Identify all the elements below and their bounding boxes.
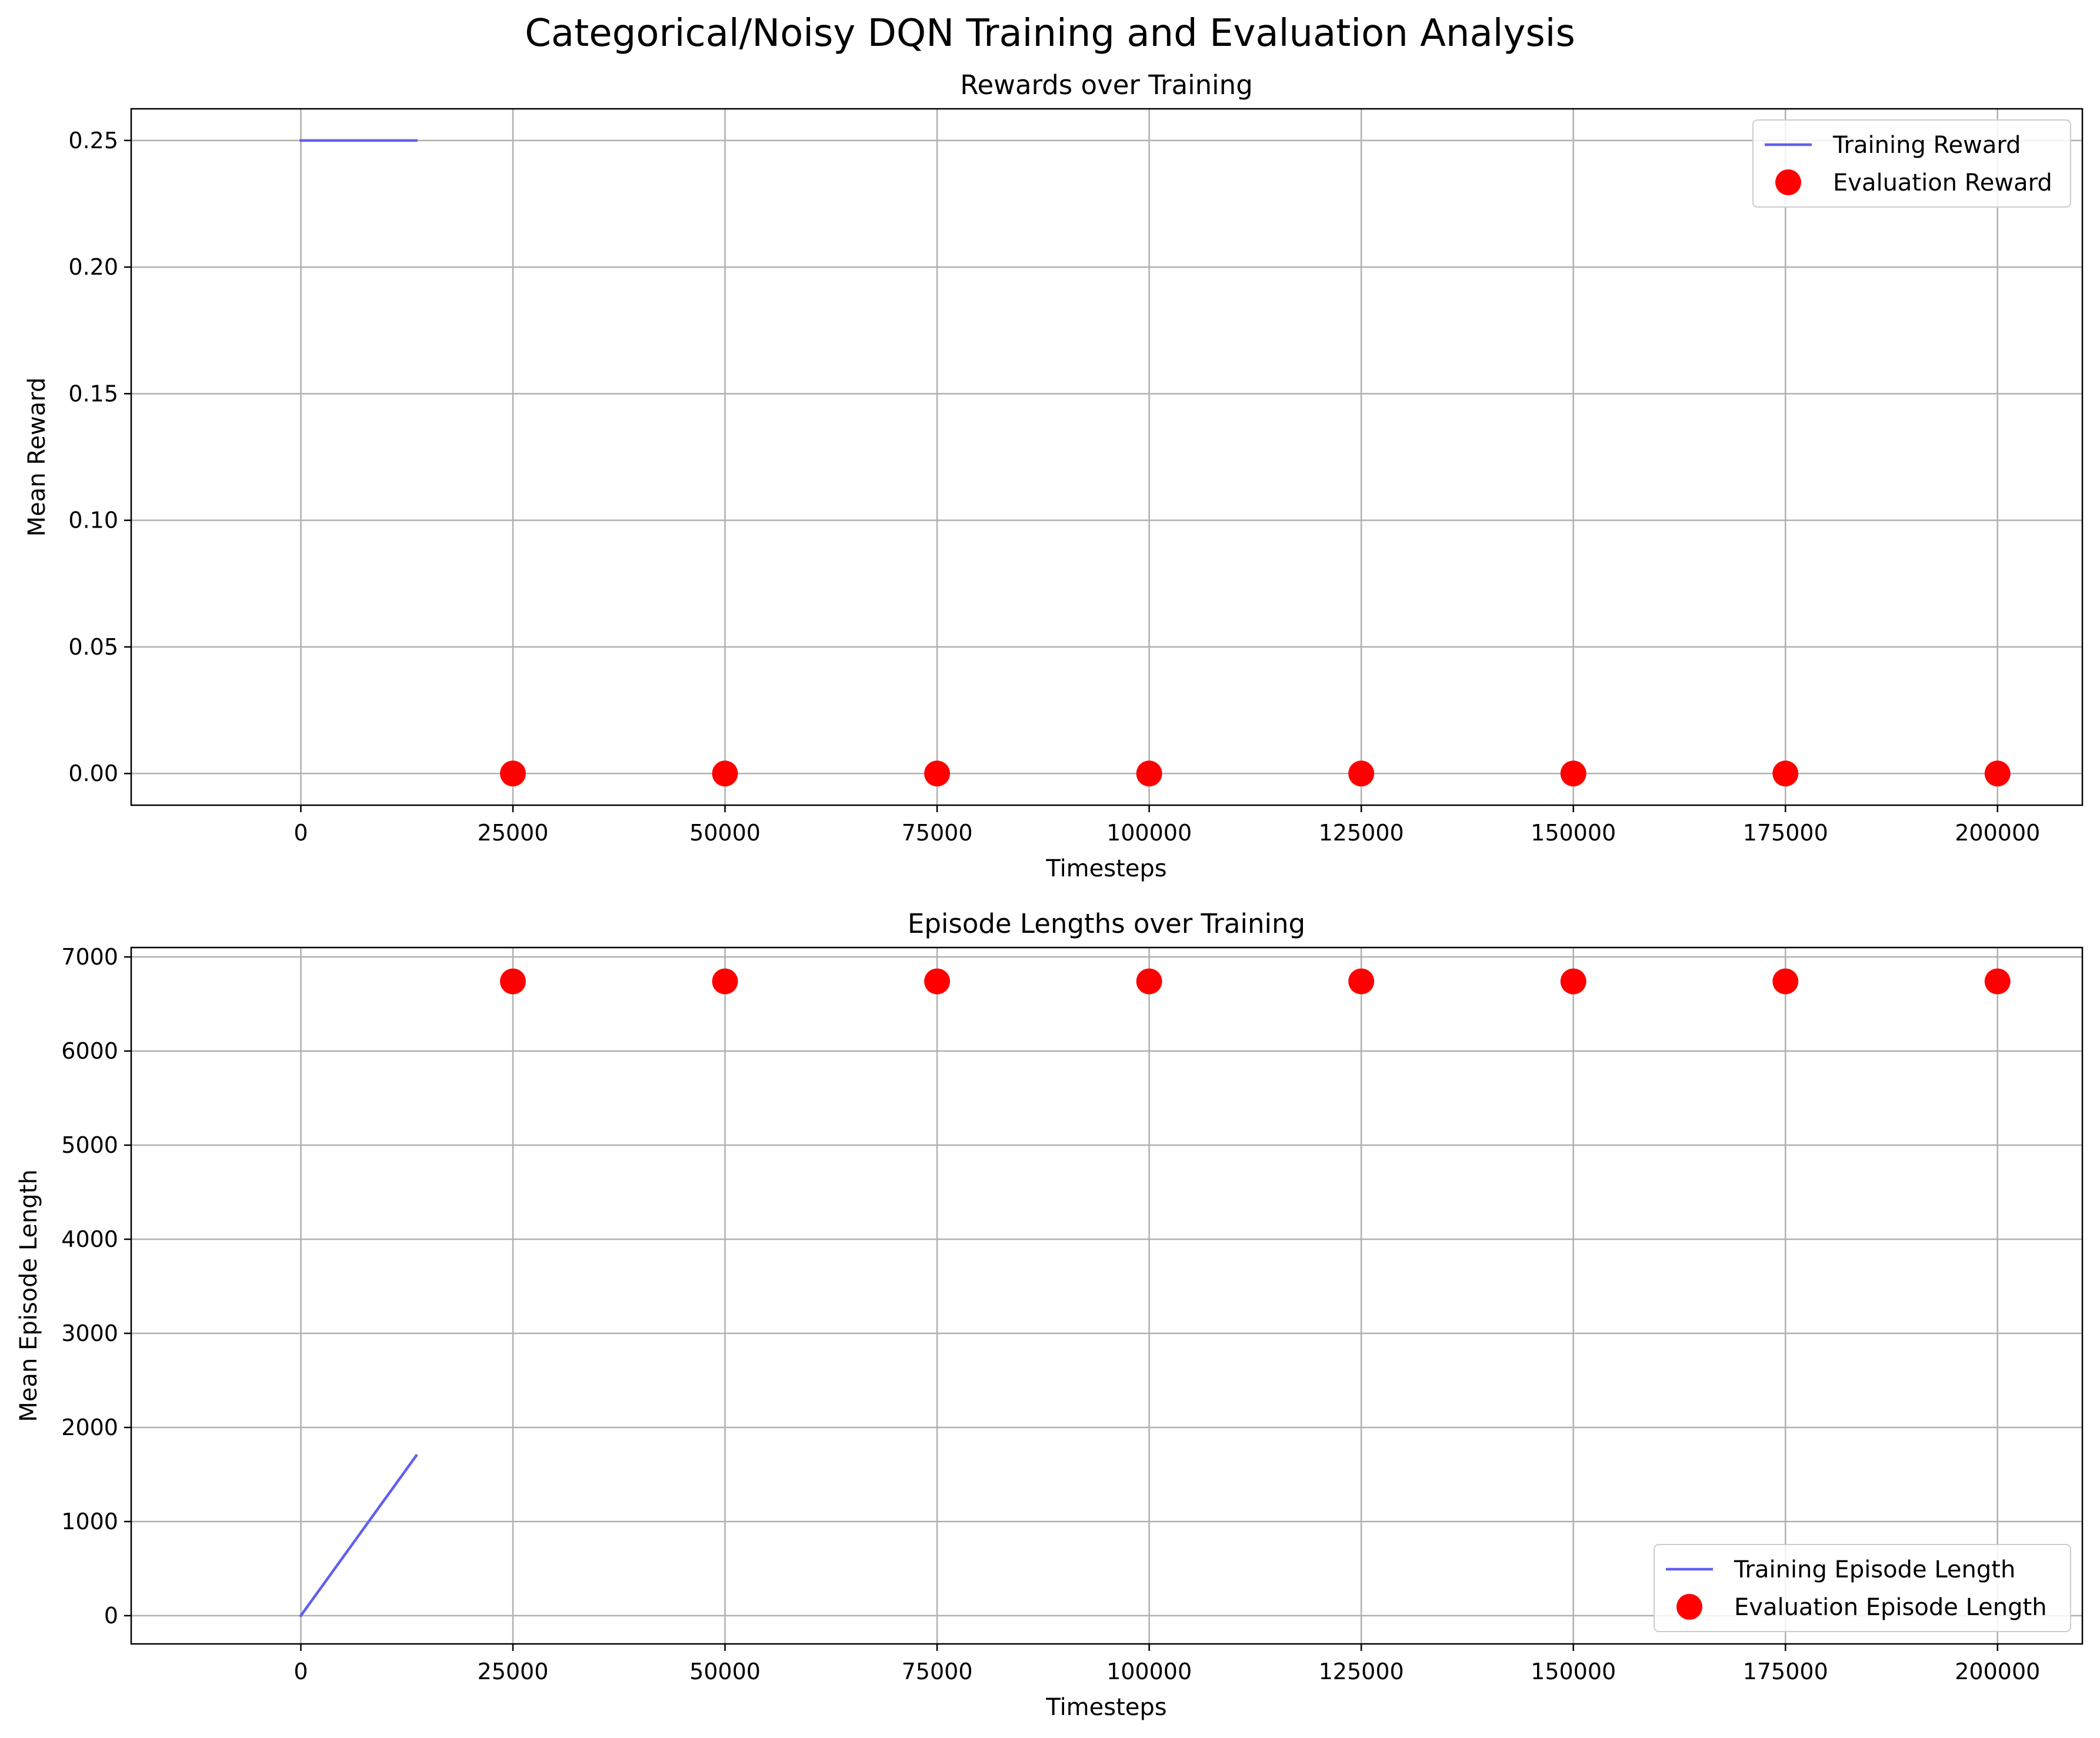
episode-lengths-training-line bbox=[299, 1453, 418, 1618]
episode-lengths-y-tick-label: 5000 bbox=[61, 1132, 118, 1158]
episode-lengths-x-tick-label: 0 bbox=[294, 1659, 308, 1684]
rewards-x-tick-label: 175000 bbox=[1743, 820, 1828, 846]
rewards-legend-evaluation-label: Evaluation Reward bbox=[1833, 169, 2052, 196]
rewards-series bbox=[299, 139, 2011, 787]
episode-lengths-evaluation-point bbox=[1772, 968, 1799, 995]
rewards-x-tick-label: 125000 bbox=[1319, 820, 1404, 846]
figure-suptitle: Categorical/Noisy DQN Training and Evalu… bbox=[525, 12, 1575, 55]
rewards-x-tick-label: 25000 bbox=[478, 820, 549, 846]
rewards-x-tick-label: 75000 bbox=[902, 820, 973, 846]
episode-lengths-grid bbox=[131, 948, 2082, 1644]
rewards-legend-training-label: Training Reward bbox=[1832, 132, 2021, 159]
rewards-evaluation-point bbox=[1348, 760, 1375, 787]
episode-lengths-y-tick-label: 6000 bbox=[61, 1038, 118, 1064]
episode-lengths-y-tick-label: 7000 bbox=[61, 944, 118, 970]
episode-lengths-legend-evaluation-label: Evaluation Episode Length bbox=[1734, 1594, 2047, 1621]
episode-lengths-y-tick-label: 4000 bbox=[61, 1226, 118, 1252]
rewards-x-tick-label: 200000 bbox=[1955, 820, 2040, 846]
rewards-panel: 0 25000 50000 75000 100000 125000 150000 175000… bbox=[24, 69, 2084, 882]
rewards-x-tick-label: 50000 bbox=[689, 820, 761, 846]
episode-lengths-panel: 0 25000 50000 75000 100000 125000 150000 175000… bbox=[15, 908, 2084, 1721]
rewards-evaluation-point bbox=[1136, 760, 1162, 787]
episode-lengths-evaluation-point bbox=[1984, 968, 2011, 995]
rewards-evaluation-point bbox=[1772, 760, 1799, 787]
episode-lengths-x-axis-label: Timesteps bbox=[1045, 1694, 1166, 1721]
episode-lengths-axes-frame bbox=[130, 946, 2084, 1645]
rewards-x-tick-label: 150000 bbox=[1531, 820, 1616, 846]
rewards-evaluation-point bbox=[712, 760, 738, 787]
episode-lengths-legend-marker-swatch bbox=[1676, 1594, 1702, 1620]
rewards-evaluation-point bbox=[1560, 760, 1586, 787]
rewards-y-axis-label: Mean Reward bbox=[24, 378, 51, 537]
rewards-ticks: 0 25000 50000 75000 100000 125000 150000 175000… bbox=[68, 128, 2040, 846]
rewards-legend-marker-swatch bbox=[1775, 169, 1801, 195]
episode-lengths-x-tick-label: 100000 bbox=[1106, 1659, 1192, 1684]
episode-lengths-evaluation-point bbox=[924, 968, 951, 995]
episode-lengths-legend-box bbox=[1654, 1544, 2071, 1632]
rewards-y-tick-label: 0.15 bbox=[68, 381, 118, 406]
episode-lengths-series bbox=[299, 968, 2011, 1618]
episode-lengths-x-tick-label: 125000 bbox=[1319, 1659, 1404, 1684]
episode-lengths-y-tick-label: 0 bbox=[104, 1603, 118, 1629]
rewards-grid bbox=[131, 109, 2082, 805]
rewards-y-tick-label: 0.05 bbox=[68, 634, 118, 660]
rewards-legend: Training Reward Evaluation Reward bbox=[1752, 119, 2071, 208]
rewards-axes-frame bbox=[130, 108, 2084, 806]
episode-lengths-title: Episode Lengths over Training bbox=[908, 908, 1305, 939]
episode-lengths-evaluation-point bbox=[1348, 968, 1375, 995]
episode-lengths-x-tick-label: 175000 bbox=[1743, 1659, 1828, 1684]
episode-lengths-y-tick-label: 2000 bbox=[61, 1415, 118, 1440]
episode-lengths-evaluation-point bbox=[1136, 968, 1162, 995]
rewards-legend-box bbox=[1752, 119, 2071, 208]
episode-lengths-evaluation-point bbox=[499, 968, 526, 995]
rewards-plot-area bbox=[131, 109, 2082, 805]
rewards-x-axis-label: Timesteps bbox=[1045, 855, 1166, 882]
rewards-title: Rewards over Training bbox=[960, 69, 1253, 101]
episode-lengths-legend: Training Episode Length Evaluation Episo… bbox=[1654, 1544, 2071, 1632]
episode-lengths-x-tick-label: 150000 bbox=[1531, 1659, 1616, 1684]
episode-lengths-x-tick-label: 75000 bbox=[902, 1659, 973, 1684]
rewards-y-tick-label: 0.10 bbox=[68, 508, 118, 533]
rewards-evaluation-point bbox=[924, 760, 951, 787]
rewards-evaluation-point bbox=[1984, 760, 2011, 787]
episode-lengths-plot-area bbox=[131, 948, 2082, 1644]
rewards-evaluation-point bbox=[499, 760, 526, 787]
episode-lengths-legend-training-label: Training Episode Length bbox=[1734, 1556, 2015, 1583]
episode-lengths-x-tick-label: 50000 bbox=[689, 1659, 761, 1684]
rewards-y-tick-label: 0.25 bbox=[68, 128, 118, 154]
episode-lengths-x-tick-label: 200000 bbox=[1955, 1659, 2040, 1684]
episode-lengths-y-tick-label: 3000 bbox=[61, 1320, 118, 1346]
episode-lengths-y-axis-label: Mean Episode Length bbox=[15, 1169, 42, 1422]
episode-lengths-evaluation-point bbox=[712, 968, 738, 995]
rewards-y-tick-label: 0.00 bbox=[68, 760, 118, 786]
episode-lengths-evaluation-point bbox=[1560, 968, 1586, 995]
episode-lengths-x-tick-label: 25000 bbox=[478, 1659, 549, 1684]
episode-lengths-y-tick-label: 1000 bbox=[61, 1509, 118, 1534]
episode-lengths-ticks: 0 25000 50000 75000 100000 125000 150000 175000… bbox=[61, 944, 2040, 1684]
rewards-x-tick-label: 0 bbox=[294, 820, 308, 846]
rewards-y-tick-label: 0.20 bbox=[68, 254, 118, 280]
rewards-x-tick-label: 100000 bbox=[1106, 820, 1192, 846]
